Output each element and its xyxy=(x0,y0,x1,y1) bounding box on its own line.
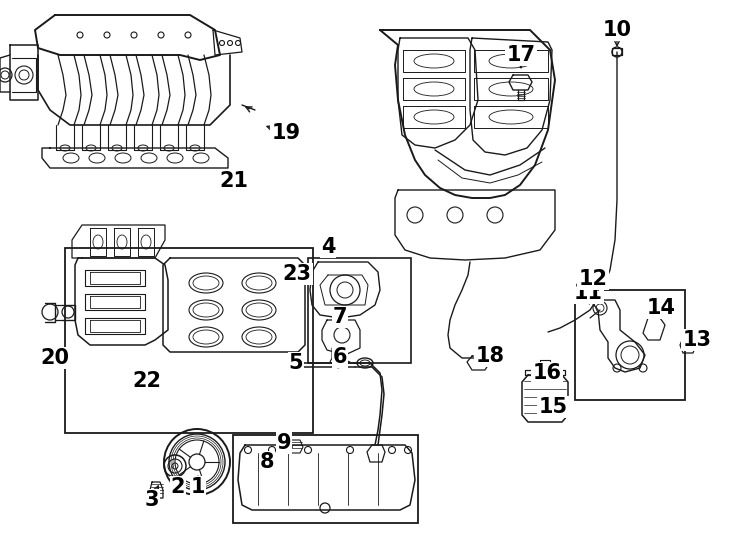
Text: 4: 4 xyxy=(321,237,335,257)
Bar xyxy=(233,435,418,523)
Text: 21: 21 xyxy=(219,171,249,191)
Text: 22: 22 xyxy=(133,371,161,391)
Bar xyxy=(65,248,313,433)
Text: 2: 2 xyxy=(171,477,185,497)
Text: 9: 9 xyxy=(277,433,291,453)
Text: 15: 15 xyxy=(539,397,567,417)
Text: 8: 8 xyxy=(260,452,275,472)
Text: 1: 1 xyxy=(191,477,206,497)
Text: 16: 16 xyxy=(532,363,562,383)
Text: 12: 12 xyxy=(578,269,608,289)
Bar xyxy=(308,258,411,363)
Text: 20: 20 xyxy=(40,348,70,368)
Text: 5: 5 xyxy=(288,353,303,373)
Text: 6: 6 xyxy=(333,347,347,367)
Text: 23: 23 xyxy=(283,264,311,284)
Text: 3: 3 xyxy=(145,490,159,510)
Text: 7: 7 xyxy=(333,307,347,327)
Text: 10: 10 xyxy=(603,20,631,40)
Text: 19: 19 xyxy=(272,123,300,143)
Bar xyxy=(575,290,685,400)
Text: 14: 14 xyxy=(647,298,675,318)
Text: 18: 18 xyxy=(476,346,504,366)
Text: 11: 11 xyxy=(573,283,603,303)
Text: 17: 17 xyxy=(506,45,536,65)
Text: 13: 13 xyxy=(683,330,711,350)
